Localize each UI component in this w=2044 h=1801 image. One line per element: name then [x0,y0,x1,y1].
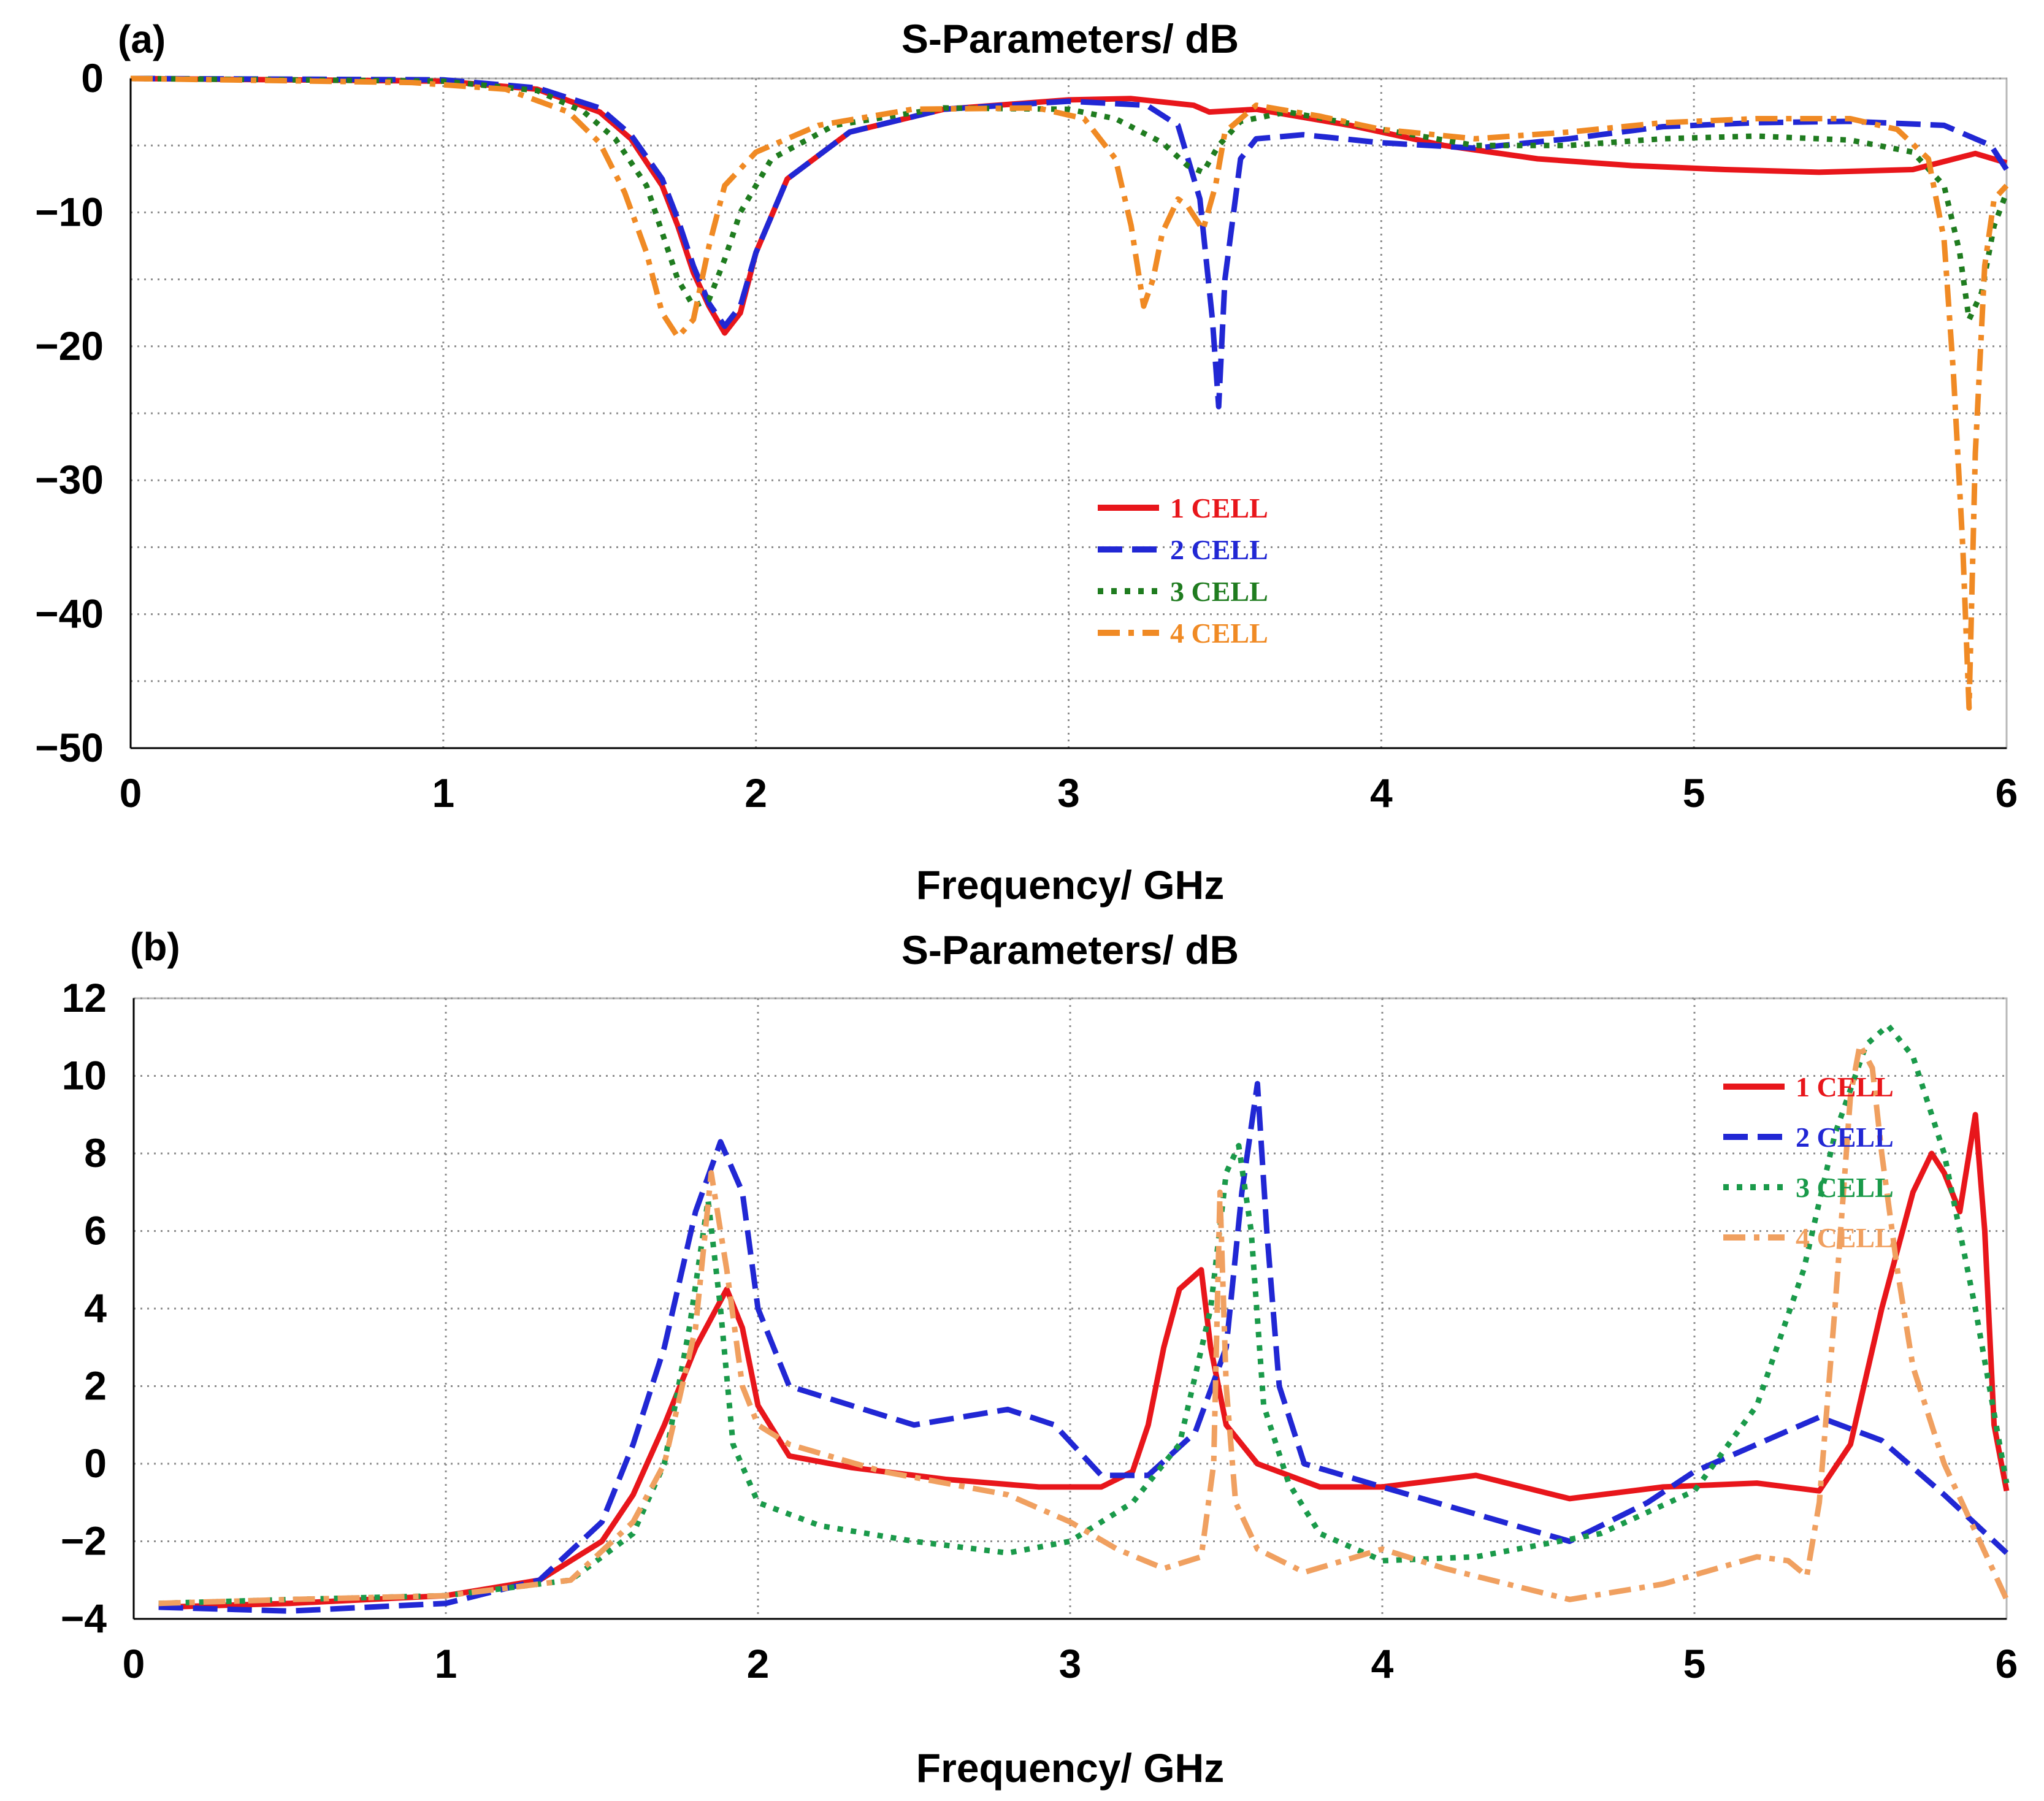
panel-b-x-tick-label: 4 [1371,1641,1394,1686]
panel-a-y-tick-label: −20 [35,323,104,369]
panel-a-x-ticks: 0 1 2 3 4 5 6 [120,770,2018,816]
panel-b-y-tick-label: −4 [61,1596,107,1641]
panel-b-axes [132,998,2007,1620]
panel-b-series-3-cell [158,1022,2010,1607]
panel-b-legend-label-3-cell: 3 CELL [1796,1172,1894,1203]
panel-b-series-2-cell [158,1080,2009,1614]
panel-b-grid [132,997,2008,1620]
panel-b-y-tick-label: −2 [61,1518,107,1564]
panel-b-x-tick-label: 5 [1683,1641,1706,1686]
panel-a-legend-label-1-cell: 1 CELL [1170,492,1268,524]
panel-b-x-tick-label: 2 [747,1641,770,1686]
panel-b-y-tick-label: 8 [84,1130,107,1176]
panel-b-series-1-cell [158,1112,2010,1610]
panel-a-y-tick-label: −50 [35,725,104,770]
panel-b-legend-label-4-cell: 4 CELL [1796,1222,1894,1253]
panel-a-x-tick-label: 6 [1996,770,2018,816]
panel-a-legend: 1 CELL 2 CELL 3 CELL 4 CELL [1098,492,1268,649]
panel-b-y-tick-label: 0 [84,1440,107,1486]
panel-a-series [130,75,2010,711]
panel-a-grid [129,77,2008,749]
panel-a-legend-label-3-cell: 3 CELL [1170,576,1268,607]
panel-b-x-tick-label: 6 [1996,1641,2018,1686]
panel-a-legend-label-4-cell: 4 CELL [1170,618,1268,649]
panel-b-y-tick-label: 2 [84,1363,107,1409]
panel-b-legend-label-2-cell: 2 CELL [1796,1122,1894,1153]
panel-b-x-tick-label: 1 [435,1641,457,1686]
panel-a-series-2-cell [130,75,2009,410]
panel-a-y-tick-label: −40 [35,591,104,637]
panel-a-title: S-Parameters/ dB [901,16,1239,61]
panel-b-legend-label-1-cell: 1 CELL [1796,1071,1894,1103]
panel-b-series-4-cell [158,1042,2010,1607]
panel-a-series-4-cell [130,75,2009,711]
panel-a-y-ticks: 0 −10 −20 −30 −40 −50 [35,55,104,770]
panel-a-series-3-cell [130,75,2010,323]
panel-b-legend: 1 CELL 2 CELL 3 CELL 4 CELL [1723,1071,1894,1253]
panel-a-x-tick-label: 4 [1370,770,1393,816]
panel-a-legend-label-2-cell: 2 CELL [1170,534,1268,565]
panel-a-x-tick-label: 3 [1057,770,1080,816]
panel-a-y-tick-label: 0 [81,55,104,101]
panel-a-x-tick-label: 2 [744,770,767,816]
panel-b-label: (b) [130,925,180,969]
panel-b-y-tick-label: 12 [62,975,107,1020]
panel-a-y-tick-label: −30 [35,457,104,502]
panel-b-y-tick-label: 4 [84,1285,107,1331]
panel-b-title: S-Parameters/ dB [901,927,1239,973]
panel-b-x-axis-label: Frequency/ GHz [916,1745,1224,1791]
panel-a-x-tick-label: 1 [432,770,454,816]
panel-a-x-tick-label: 5 [1683,770,1705,816]
panel-a-x-tick-label: 0 [120,770,142,816]
panel-b-x-tick-label: 3 [1059,1641,1082,1686]
panel-b-x-tick-label: 0 [123,1641,145,1686]
panel-b-y-ticks: 12 10 8 6 4 2 0 −2 −4 [61,975,107,1641]
panel-a-axes [129,78,2007,749]
panel-b-y-tick-label: 10 [62,1053,107,1098]
panel-b-y-tick-label: 6 [84,1208,107,1253]
panel-a-x-axis-label: Frequency/ GHz [916,862,1224,908]
panel-a-y-tick-label: −10 [35,189,104,234]
panel-a-chart: (a) S-Parameters/ dB 0 −10 −20 −30 −40 −50 0 1… [35,16,2018,908]
panel-a-label: (a) [118,17,166,61]
panel-b-series [158,1022,2010,1614]
panel-b-x-ticks: 0 1 2 3 4 5 6 [123,1641,2018,1686]
